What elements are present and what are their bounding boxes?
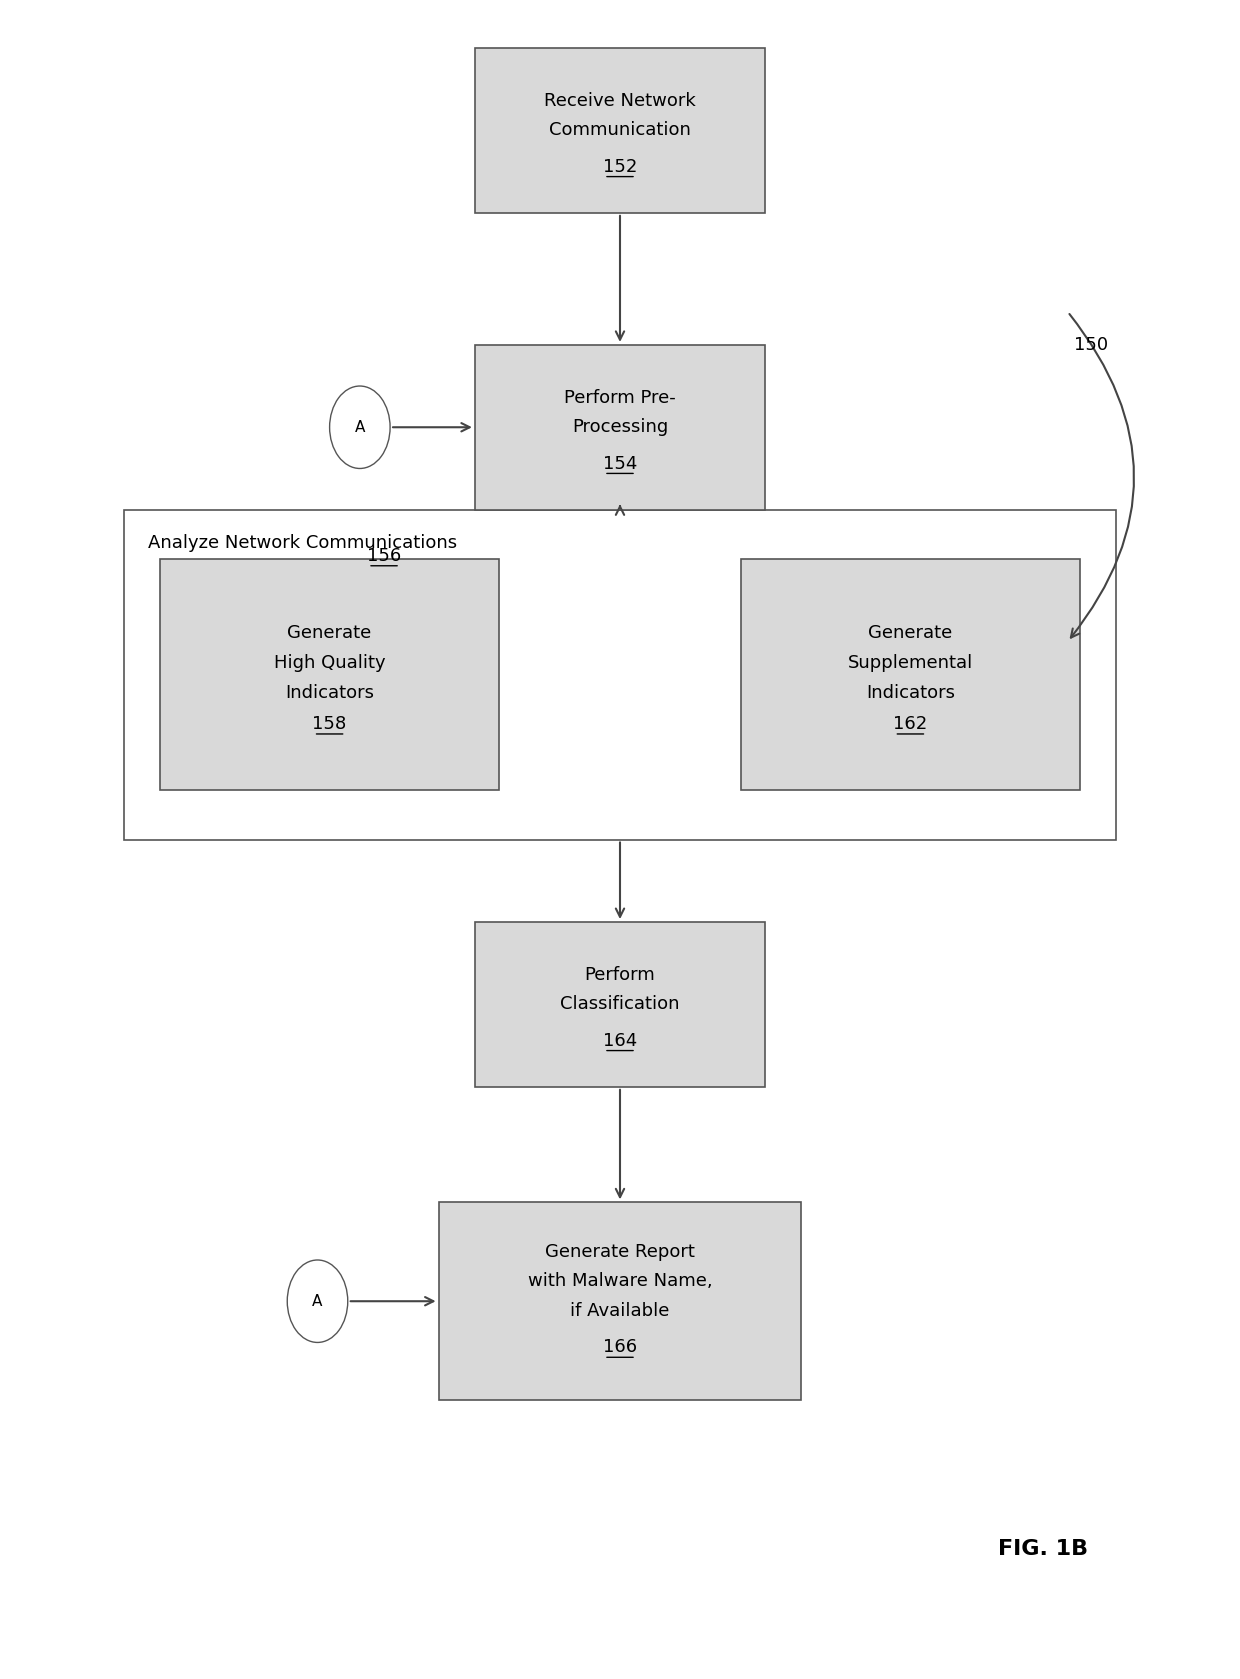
- Text: Supplemental: Supplemental: [848, 655, 973, 672]
- FancyBboxPatch shape: [124, 510, 1116, 840]
- Text: FIG. 1B: FIG. 1B: [998, 1538, 1089, 1558]
- Text: 162: 162: [893, 715, 928, 734]
- FancyBboxPatch shape: [475, 922, 765, 1086]
- Text: A: A: [355, 420, 365, 435]
- Text: Communication: Communication: [549, 121, 691, 139]
- Text: Generate: Generate: [868, 625, 952, 643]
- Text: with Malware Name,: with Malware Name,: [528, 1273, 712, 1291]
- Text: 164: 164: [603, 1031, 637, 1049]
- Text: High Quality: High Quality: [274, 655, 386, 672]
- Text: Perform Pre-: Perform Pre-: [564, 388, 676, 406]
- Text: Indicators: Indicators: [285, 683, 374, 702]
- Text: Analyze Network Communications: Analyze Network Communications: [148, 534, 458, 552]
- Text: 156: 156: [367, 547, 402, 564]
- Text: Generate Report: Generate Report: [546, 1242, 694, 1261]
- Text: A: A: [312, 1295, 322, 1308]
- FancyBboxPatch shape: [160, 559, 498, 791]
- Text: if Available: if Available: [570, 1303, 670, 1320]
- Text: Receive Network: Receive Network: [544, 92, 696, 109]
- Text: Processing: Processing: [572, 418, 668, 437]
- Text: 154: 154: [603, 455, 637, 472]
- Text: Perform: Perform: [584, 965, 656, 984]
- FancyBboxPatch shape: [742, 559, 1080, 791]
- Text: 152: 152: [603, 158, 637, 176]
- Text: 166: 166: [603, 1338, 637, 1357]
- Text: Classification: Classification: [560, 996, 680, 1014]
- Text: 158: 158: [312, 715, 347, 734]
- Circle shape: [330, 386, 391, 468]
- Text: Generate: Generate: [288, 625, 372, 643]
- FancyBboxPatch shape: [475, 344, 765, 510]
- FancyBboxPatch shape: [439, 1202, 801, 1400]
- Text: Indicators: Indicators: [866, 683, 955, 702]
- Text: 150: 150: [1074, 336, 1107, 354]
- Circle shape: [288, 1259, 347, 1343]
- FancyBboxPatch shape: [475, 49, 765, 213]
